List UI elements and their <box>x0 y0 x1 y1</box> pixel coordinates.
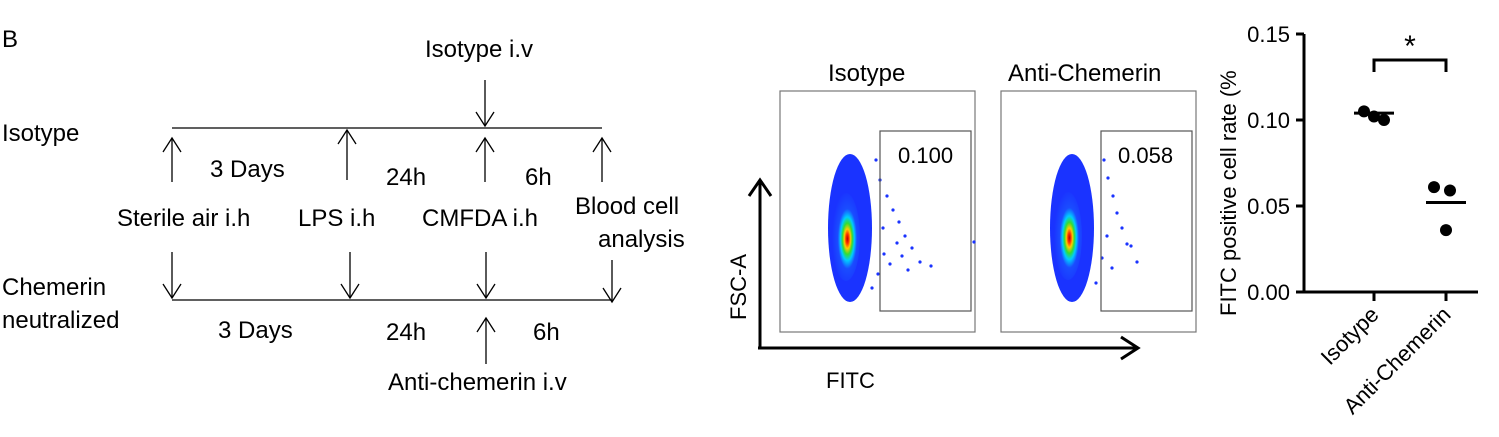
significance-star: * <box>1404 30 1416 63</box>
top-injection-arrow <box>475 80 495 128</box>
chart-data-point <box>1378 114 1390 126</box>
chart-tick-labels: 0.00 0.05 0.10 0.15 <box>1247 22 1290 305</box>
interval-2-bottom: 24h <box>386 319 426 346</box>
interval-1-top: 3 Days <box>210 156 285 183</box>
top-up-arrows <box>162 128 612 182</box>
flow-plot-isotype: 0.100 <box>779 90 976 333</box>
significance-bracket-line <box>1372 58 1448 72</box>
chart-y-tick-label: 0.10 <box>1247 108 1290 133</box>
timeline-schematic: Isotype Chemerin neutralized Isotype i.v… <box>2 36 685 396</box>
row-label-chemerin-2: neutralized <box>2 307 119 334</box>
chart-data-point <box>1444 184 1456 197</box>
flow-axes <box>747 177 1141 361</box>
cell-population-isotype <box>828 154 976 302</box>
gate-anti-chemerin <box>1100 130 1193 312</box>
step-4-label-2: analysis <box>598 226 685 253</box>
bottom-down-arrows <box>162 252 622 304</box>
flow-panel-title-2: Anti-Chemerin <box>1008 60 1161 87</box>
gate-isotype <box>879 130 972 312</box>
bottom-injection-label: Anti-chemerin i.v <box>388 369 567 396</box>
bottom-injection-arrow <box>476 316 496 364</box>
step-2-label: LPS i.h <box>298 205 375 232</box>
chart-y-tick-label: 0.00 <box>1247 280 1290 305</box>
flow-y-axis-label: FSC-A <box>726 254 751 320</box>
step-3-label: CMFDA i.h <box>422 205 538 232</box>
significance-bracket: * <box>1372 30 1448 72</box>
interval-3-bottom: 6h <box>533 319 560 346</box>
chart-y-tick-label: 0.05 <box>1247 194 1290 219</box>
gate-value-anti-chemerin: 0.058 <box>1118 143 1173 168</box>
chart-category-label: Isotype <box>1316 302 1384 370</box>
cell-population-anti-chemerin <box>1050 154 1139 302</box>
interval-3-top: 6h <box>525 164 552 191</box>
step-1-label: Sterile air i.h <box>117 205 250 232</box>
chart-data-point <box>1358 105 1370 118</box>
top-injection-label: Isotype i.v <box>425 36 533 63</box>
chart-y-tick-label: 0.15 <box>1247 22 1290 47</box>
flow-plot-anti-chemerin: 0.058 <box>1000 90 1197 333</box>
flow-cytometry: Isotype Anti-Chemerin 0.100 <box>726 60 1197 393</box>
row-label-chemerin-1: Chemerin <box>2 274 106 301</box>
flow-panel-title-1: Isotype <box>828 60 905 87</box>
panel-label: B <box>2 26 18 53</box>
chart-data-point <box>1428 181 1440 194</box>
interval-2-top: 24h <box>386 164 426 191</box>
chart-data-point <box>1368 110 1380 123</box>
row-label-isotype: Isotype <box>2 120 79 147</box>
step-4-label-1: Blood cell <box>575 193 679 220</box>
gate-value-isotype: 0.100 <box>898 143 953 168</box>
chart-marks <box>1354 105 1466 237</box>
chart-axis <box>1296 32 1478 301</box>
chart-data-point <box>1440 224 1452 237</box>
dot-plot-chart: FITC positive cell rate (% 0.000.050.100… <box>1216 22 1478 419</box>
chart-y-axis-label: FITC positive cell rate (% <box>1216 70 1241 316</box>
interval-1-bottom: 3 Days <box>218 317 293 344</box>
flow-x-axis-label: FITC <box>826 368 875 393</box>
